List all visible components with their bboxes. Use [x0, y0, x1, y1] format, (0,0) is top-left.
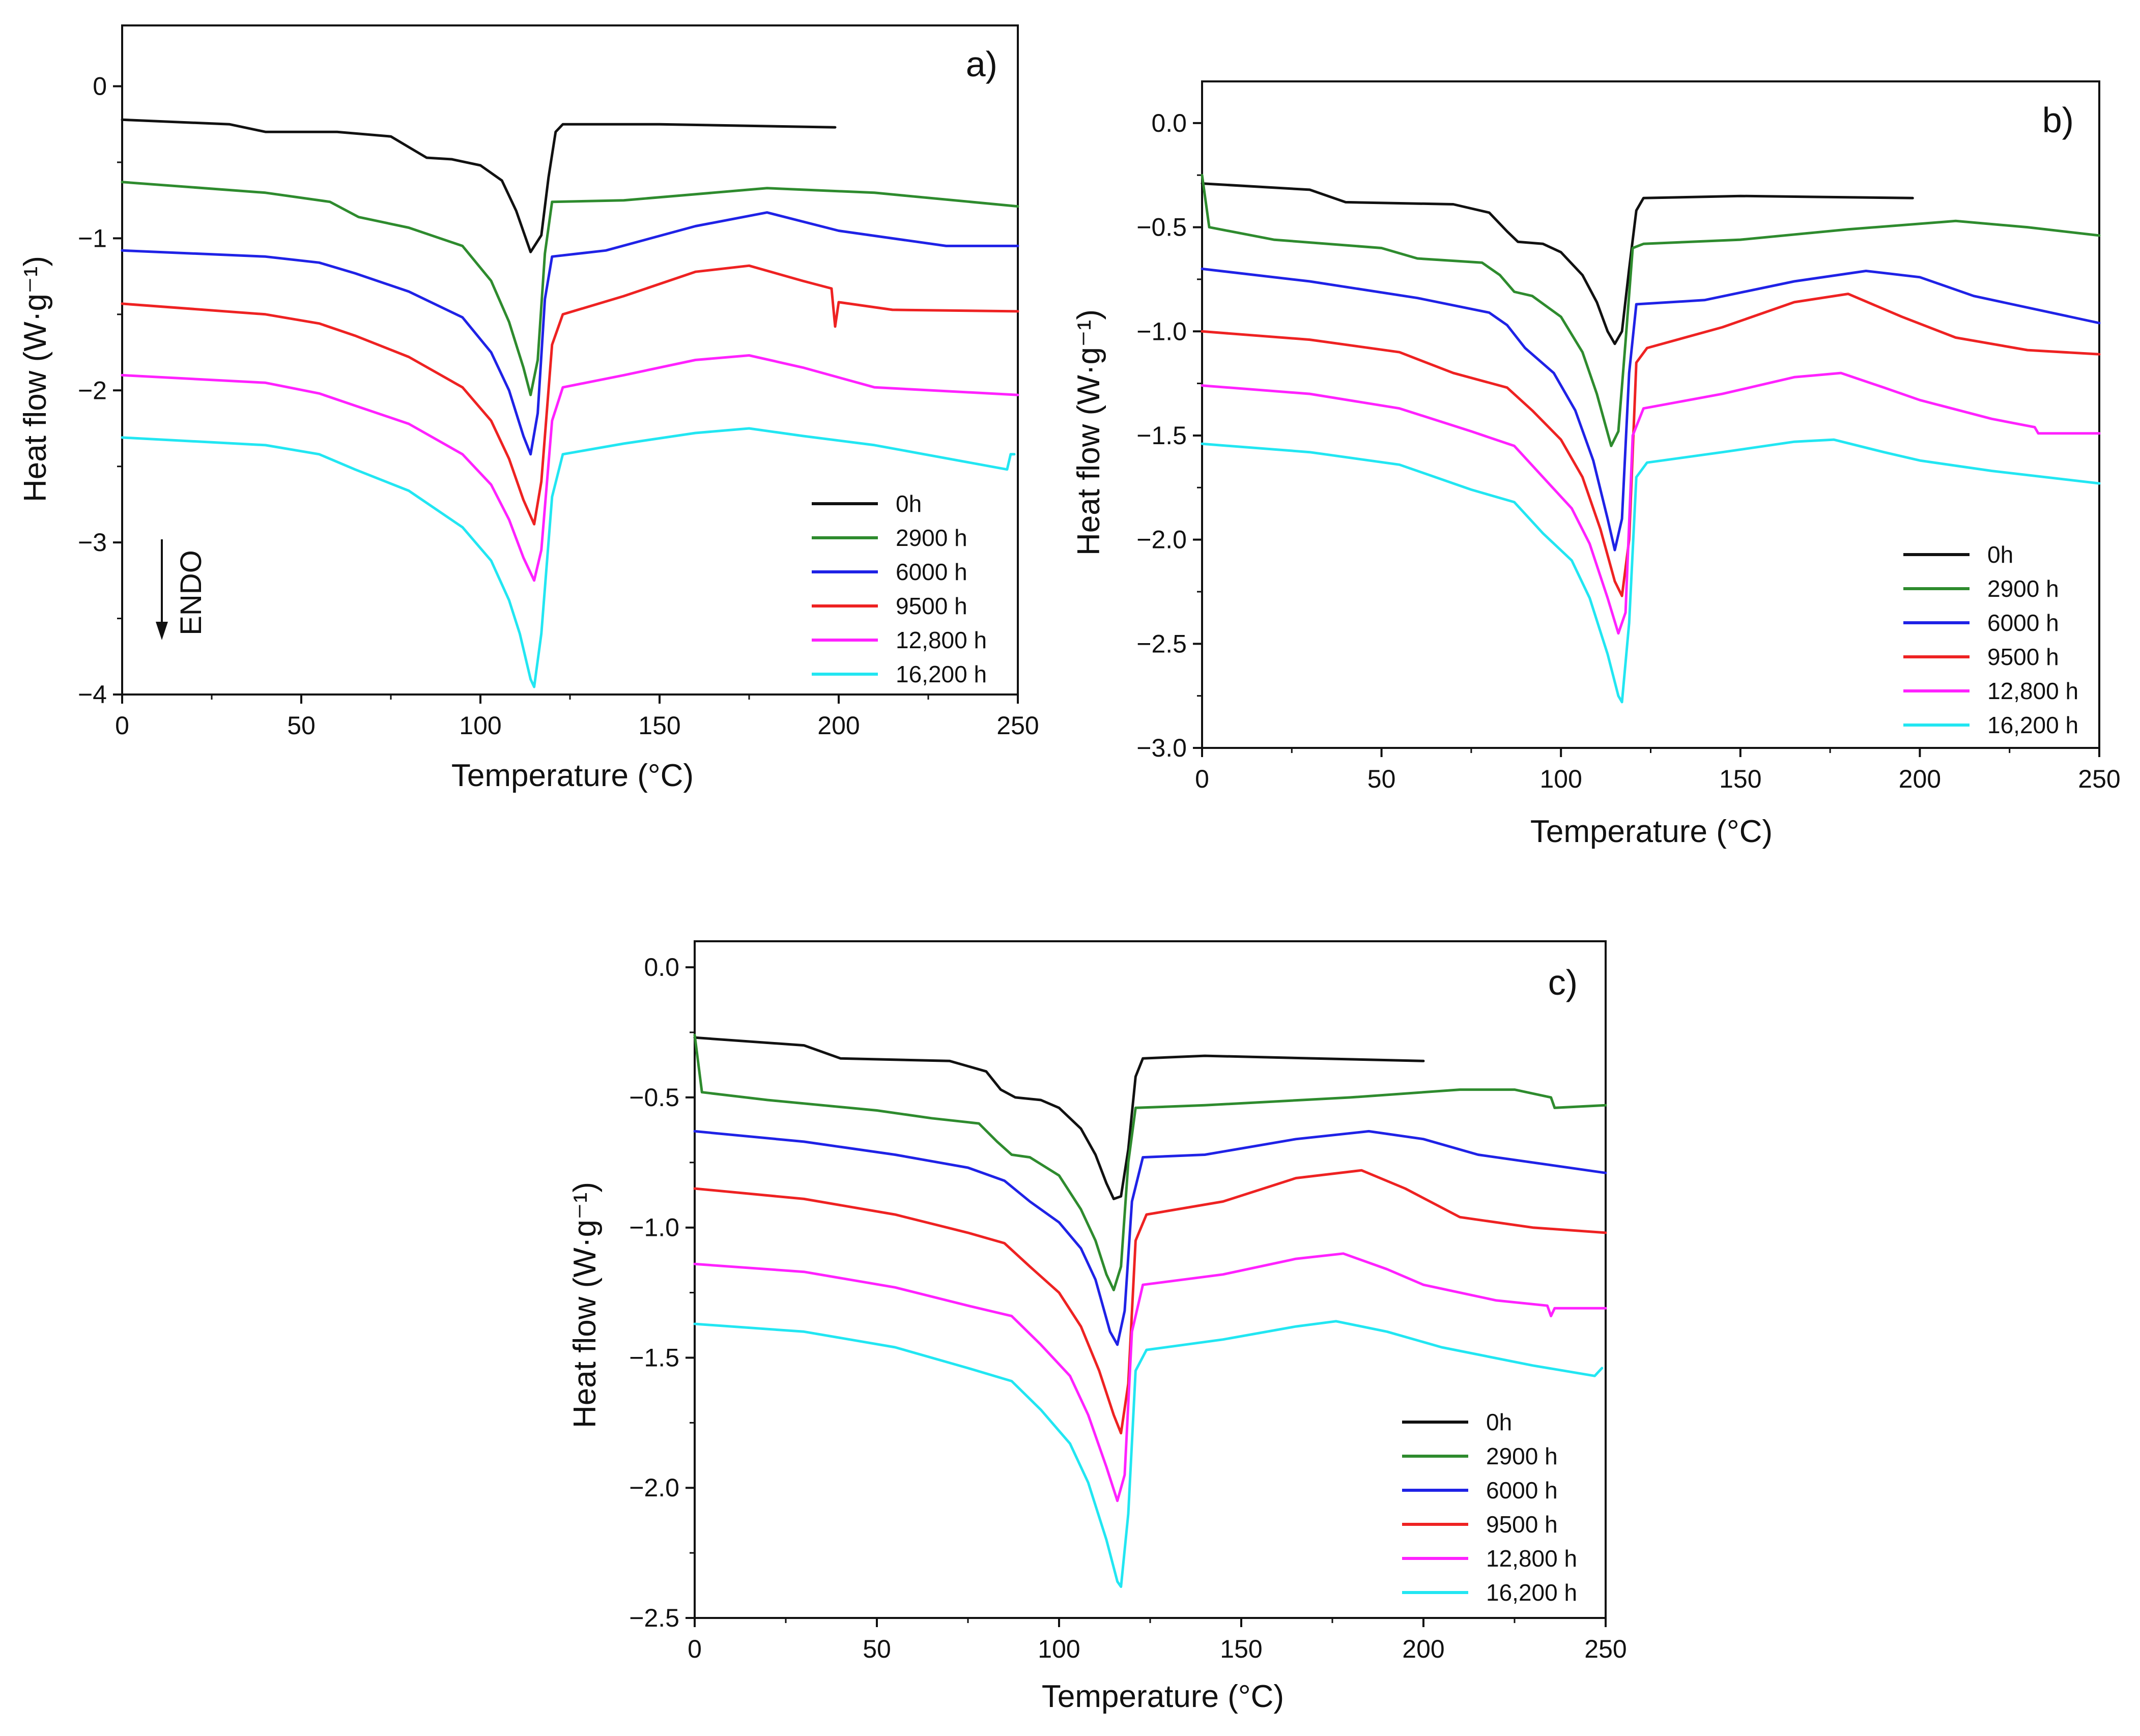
panel-a-legend-label: 0h [896, 490, 922, 517]
panel-c-x-tick-label: 50 [863, 1635, 891, 1663]
panel-c-y-tick-label: −2.5 [629, 1604, 679, 1632]
panel-a-xlabel: Temperature (°C) [451, 758, 694, 793]
panel-a-x-tick-label: 200 [817, 711, 860, 740]
panel-b-xlabel: Temperature (°C) [1530, 814, 1773, 849]
panel-c-xlabel: Temperature (°C) [1042, 1679, 1284, 1714]
panel-c-series-line [693, 1320, 1604, 1588]
panel-c-ylabel: Heat flow (W·g⁻¹) [567, 1182, 603, 1428]
panel-a-x-tick-label: 150 [638, 711, 680, 740]
panel-b-y-tick-label: −1.0 [1136, 317, 1187, 345]
panel-b-series-line [1201, 293, 2101, 597]
panel-c-legend-label: 9500 h [1486, 1511, 1558, 1538]
panel-b-y-tick-label: 0.0 [1151, 109, 1187, 137]
endo-arrow-head [156, 622, 168, 640]
panel-a-series-line [121, 427, 1016, 688]
panel-c-label: c) [1548, 963, 1578, 1002]
panel-b-legend-label: 0h [1987, 541, 2013, 568]
panel-c-x-tick-label: 200 [1402, 1635, 1444, 1663]
panel-a-label: a) [966, 44, 997, 84]
panel-b-legend-label: 2900 h [1987, 575, 2059, 602]
panel-c-plot-frame [694, 940, 1607, 1619]
panel-b-x-tick-label: 250 [2078, 765, 2120, 793]
panel-c-legend-label: 12,800 h [1486, 1545, 1577, 1572]
panel-a-series-line [121, 181, 1019, 396]
panel-a-x-tick-label: 0 [115, 711, 129, 740]
panel-b-x-tick-label: 150 [1719, 765, 1761, 793]
panel-a-legend-label: 16,200 h [896, 661, 987, 687]
panel-b-x-tick-label: 100 [1539, 765, 1582, 793]
panel-b-series-line [1201, 438, 2101, 704]
panel-a-legend-label: 6000 h [896, 559, 967, 585]
panel-c-legend-label: 0h [1486, 1409, 1512, 1435]
panel-b-ylabel: Heat flow (W·g⁻¹) [1071, 309, 1106, 556]
panel-a-legend-label: 9500 h [896, 593, 967, 619]
panel-c-legend-label: 16,200 h [1486, 1579, 1577, 1606]
panel-a-y-tick-label: −4 [78, 680, 107, 709]
panel-b-x-tick-label: 50 [1367, 765, 1396, 793]
panel-c-legend-label: 6000 h [1486, 1477, 1558, 1503]
panel-b-plot-frame [1201, 80, 2100, 749]
panel-b-label: b) [2042, 100, 2074, 140]
panel-b-y-tick-label: −2.5 [1136, 629, 1187, 658]
panel-c-series-line [693, 1130, 1607, 1346]
panel-c-series-line [693, 1033, 1607, 1291]
panel-c-series-line [693, 1252, 1607, 1502]
panel-a-x-tick-label: 50 [287, 711, 316, 740]
panel-b-y-tick-label: −2.0 [1136, 526, 1187, 554]
panel-b-x-tick-label: 0 [1195, 765, 1209, 793]
panel-b-legend-label: 12,800 h [1987, 678, 2078, 704]
panel-a-series-line [121, 354, 1019, 582]
panel-b-y-tick-label: −1.5 [1136, 421, 1187, 450]
panel-a-plot-frame [121, 24, 1019, 696]
panel-c-y-tick-label: −0.5 [629, 1083, 679, 1112]
panel-a-legend-label: 12,800 h [896, 627, 987, 653]
panel-c-x-tick-label: 150 [1220, 1635, 1262, 1663]
panel-a-x-tick-label: 100 [459, 711, 501, 740]
panel-b-series-line [1201, 182, 1914, 345]
panel-a-y-tick-label: −1 [78, 224, 107, 252]
panel-b-series-line [1201, 371, 2101, 635]
panel-b-x-tick-label: 200 [1899, 765, 1941, 793]
panel-a-y-tick-label: 0 [93, 72, 107, 101]
panel-c: c) Temperature (°C) Heat flow (W·g⁻¹) 0 5… [567, 940, 1627, 1714]
panel-b-y-tick-label: −3.0 [1136, 734, 1187, 762]
panel-c-series-line [693, 1036, 1425, 1200]
endo-label: ENDO [175, 550, 208, 635]
panel-b-y-tick-label: −0.5 [1136, 213, 1187, 242]
panel-b-legend-label: 16,200 h [1987, 712, 2078, 738]
panel-a: a) Temperature (°C) Heat flow (W·g⁻¹) EN… [18, 24, 1039, 793]
panel-b-series-line [1201, 267, 2101, 552]
panel-c-legend-label: 2900 h [1486, 1443, 1558, 1469]
panel-a-series-line [121, 118, 837, 253]
panel-c-y-tick-label: −1.5 [629, 1343, 679, 1372]
panel-c-series-line [693, 1169, 1607, 1435]
panel-a-x-tick-label: 250 [996, 711, 1039, 740]
panel-c-y-tick-label: −2.0 [629, 1473, 679, 1502]
panel-c-y-tick-label: −1.0 [629, 1213, 679, 1242]
panel-a-legend-label: 2900 h [896, 525, 967, 551]
panel-a-series-line [121, 264, 1019, 526]
panel-a-ylabel: Heat flow (W·g⁻¹) [18, 256, 53, 502]
panel-a-y-tick-label: −3 [78, 528, 107, 557]
panel-c-x-tick-label: 250 [1584, 1635, 1627, 1663]
panel-a-series-line [121, 211, 1019, 456]
panel-c-x-tick-label: 0 [688, 1635, 702, 1663]
endo-annotation: ENDO [156, 539, 208, 640]
panel-c-y-tick-label: 0.0 [644, 953, 679, 981]
panel-b-legend-label: 6000 h [1987, 610, 2059, 636]
panel-b-series-line [1201, 173, 2101, 447]
panel-c-x-tick-label: 100 [1038, 1635, 1080, 1663]
panel-b-legend-label: 9500 h [1987, 644, 2059, 670]
panel-a-y-tick-label: −2 [78, 376, 107, 404]
panel-b: b) Temperature (°C) Heat flow (W·g⁻¹) 0 5… [1071, 80, 2121, 849]
